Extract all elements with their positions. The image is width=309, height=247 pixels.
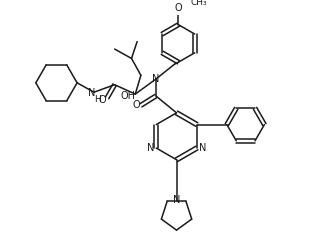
- Text: O: O: [132, 100, 140, 110]
- Text: N: N: [88, 88, 96, 98]
- Text: N: N: [147, 143, 154, 153]
- Text: O: O: [99, 95, 106, 105]
- Text: N: N: [173, 195, 180, 205]
- Text: CH₃: CH₃: [191, 0, 207, 7]
- Text: N: N: [152, 74, 159, 84]
- Text: N: N: [199, 143, 206, 153]
- Text: H: H: [94, 95, 101, 104]
- Text: OH: OH: [120, 91, 135, 101]
- Text: O: O: [175, 3, 182, 13]
